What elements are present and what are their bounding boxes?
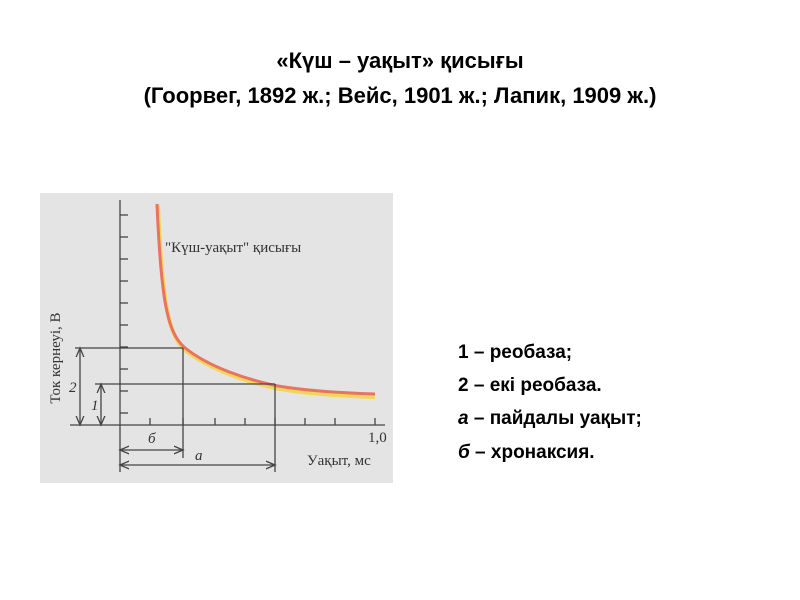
chronaxie-marker: б: [148, 431, 156, 447]
guides: [70, 348, 275, 472]
figure-background: [40, 193, 393, 483]
y-ticks: [120, 214, 128, 414]
legend-item: б – хронаксия.: [458, 442, 595, 463]
legend-text: – реобаза;: [469, 342, 573, 363]
legend-key: 2: [458, 375, 469, 396]
title-line-1: «Күш – уақыт» қисығы: [276, 48, 523, 73]
legend: 1 – реобаза; 2 – екі реобаза. а – пайдал…: [458, 342, 642, 463]
legend-key: 1: [458, 342, 469, 363]
legend-key: б: [458, 442, 471, 463]
legend-text: – екі реобаза.: [469, 375, 602, 396]
useful-time-marker: а: [195, 448, 203, 464]
figure: "Күш-уақыт" қисығы Ток кернеуі, В Уақыт,…: [40, 193, 393, 483]
legend-item: а – пайдалы уақыт;: [458, 408, 642, 429]
legend-item: 1 – реобаза;: [458, 342, 572, 363]
legend-item: 2 – екі реобаза.: [458, 375, 602, 396]
legend-key: а: [458, 408, 469, 429]
x-tick-label: 1,0: [368, 430, 387, 446]
x-axis-label: Уақыт, мс: [307, 453, 371, 469]
curve-label: "Күш-уақыт" қисығы: [165, 240, 301, 256]
legend-text: – хронаксия.: [470, 442, 595, 463]
title-line-2: (Гоорвег, 1892 ж.; Вейс, 1901 ж.; Лапик,…: [144, 83, 657, 108]
curve: [155, 203, 376, 396]
legend-text: – пайдалы уақыт;: [469, 408, 642, 429]
level-2-marker: 2: [69, 380, 77, 396]
level-1-marker: 1: [91, 398, 99, 414]
y-axis-label: Ток кернеуі, В: [48, 312, 64, 403]
